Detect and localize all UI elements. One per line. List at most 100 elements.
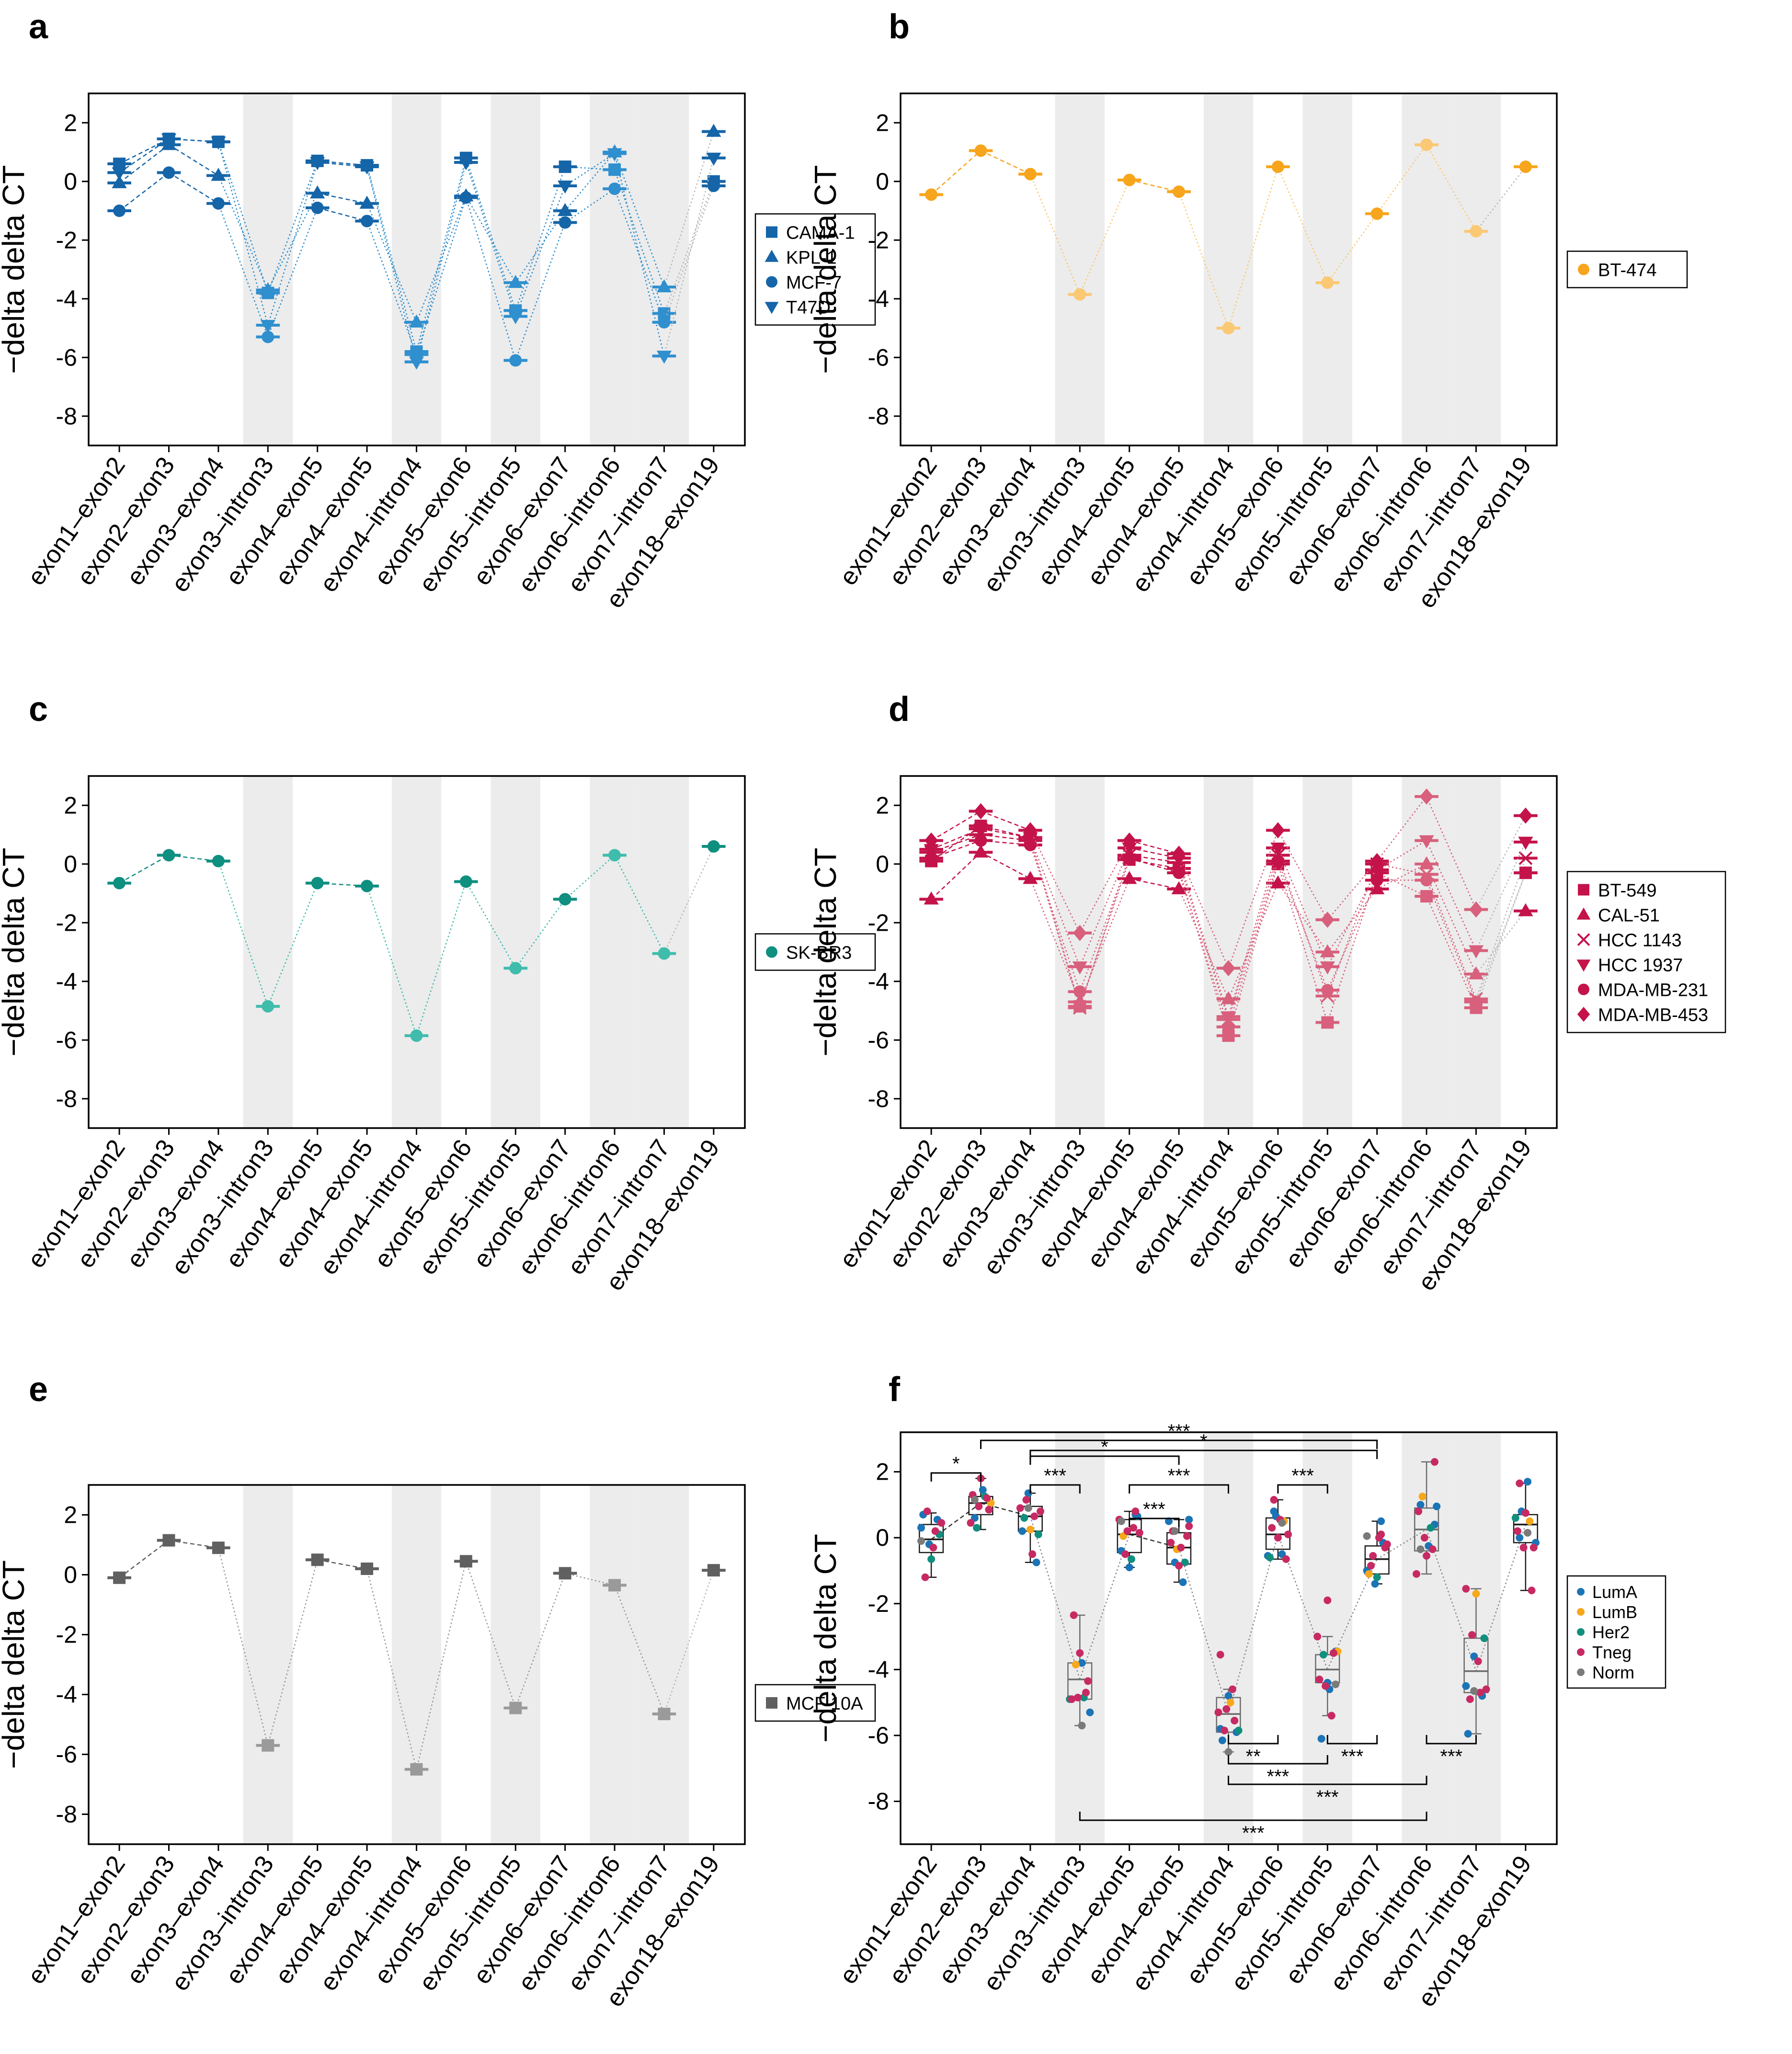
data-point-norm [1332,1680,1340,1689]
data-point-tneg [1030,1512,1039,1520]
legend: BT-549 CAL-51 HCC 1143 HCC 1937 MDA-MB-231 MD… [1566,871,1726,1033]
data-point-tneg [1423,1552,1431,1560]
data-point [1370,207,1383,220]
data-point [559,1567,571,1580]
legend-marker [1576,907,1591,920]
data-point [1171,881,1187,894]
plot-frame [88,775,746,1129]
y-axis-label: −delta delta CT [0,1560,31,1769]
y-tick-label: 0 [876,851,889,878]
data-point-tneg [1135,1529,1143,1537]
data-point-norm [1117,1517,1125,1525]
plot-frame [88,92,746,446]
data-point-tneg [985,1506,993,1514]
panel-e: e20-2-4-6-8−delta delta CTexon1–exon2exo… [0,1370,876,2012]
y-tick-label: 0 [64,168,77,195]
data-point-her2 [1234,1726,1243,1734]
significance-label: *** [1440,1746,1462,1767]
series-connector [465,1561,516,1709]
shaded-column [391,1485,442,1844]
y-tick-label: -4 [56,968,77,995]
data-point [262,1739,274,1752]
data-point-lumA [1464,1730,1472,1738]
series-connector [931,840,981,859]
data-point [707,179,720,192]
data-point-tneg [1516,1479,1524,1487]
shaded-column [1402,93,1451,445]
data-point-lumA [1185,1516,1193,1524]
data-point [212,197,225,210]
data-point-tneg [1327,1712,1335,1720]
data-point [1270,875,1286,889]
box-0 [917,1507,946,1581]
data-point [409,314,424,328]
median-connector [1079,1534,1130,1680]
data-point [1271,855,1284,867]
data-point [310,185,325,199]
data-point-tneg [1324,1596,1332,1604]
data-point-her2 [973,1524,981,1532]
legend-label: MCF 10A [786,1694,863,1714]
series-connector [1376,144,1427,214]
box-6 [1214,1651,1243,1756]
data-point-tneg [1016,1504,1024,1512]
series-connector [614,169,665,314]
data-point-lumB [1418,1493,1427,1501]
series-connector [1178,889,1229,1000]
data-point [1123,852,1136,865]
data-point-tneg [1369,1552,1377,1560]
series-connector [515,166,566,311]
data-point [1370,881,1385,894]
shaded-column [1203,93,1254,445]
data-point-tneg [1022,1496,1030,1504]
data-point [212,855,225,867]
data-point [707,1564,720,1577]
y-axis-label: −delta delta CT [808,1534,843,1743]
box-12 [1511,1478,1540,1595]
data-point-tneg [1466,1695,1474,1703]
series-connector [1029,844,1081,992]
box-2 [1016,1489,1044,1566]
legend-marker [1577,1628,1585,1636]
data-point [1271,822,1285,839]
data-point [1519,867,1532,879]
series-t47d [107,133,726,370]
series-connector [1475,815,1526,910]
data-point-tneg [1377,1530,1385,1539]
data-point [706,124,721,137]
data-point-lumA [1433,1502,1441,1510]
series-connector [1426,144,1477,232]
median-connector [1475,1524,1527,1672]
significance-label: * [952,1453,960,1474]
series-connector [931,852,982,900]
panel-d: d20-2-4-6-8−delta delta CTexon1–exon2exo… [808,690,1726,1296]
data-point-tneg [1177,1543,1185,1552]
data-point-lumB [1365,1570,1373,1578]
shaded-column [1402,776,1451,1128]
plot-frame [900,775,1558,1129]
data-point [1023,822,1038,839]
data-point-her2 [1373,1573,1381,1581]
data-point-lumB [1072,1661,1080,1669]
data-point-tneg [923,1507,931,1516]
series-connector [564,188,615,223]
data-point [113,1571,126,1584]
legend: SK-BR3 [754,933,876,971]
legend-label: T47D [786,298,831,318]
data-point-her2 [1319,1651,1327,1659]
data-point-tneg [1175,1562,1183,1570]
panel-label-c: c [29,690,48,729]
series-connector [1129,840,1179,855]
data-point-her2 [1266,1553,1274,1562]
data-point [973,823,989,837]
data-point-tneg [1028,1550,1037,1558]
legend-label: CAMA-1 [786,223,855,243]
series-connector [614,152,665,287]
data-point [508,274,523,288]
panel-label-f: f [889,1370,901,1409]
data-point-norm [1078,1722,1086,1730]
data-point-tneg [1420,1534,1428,1542]
significance-bracket [1079,1812,1427,1821]
legend-label: KPL-1 [786,248,837,268]
